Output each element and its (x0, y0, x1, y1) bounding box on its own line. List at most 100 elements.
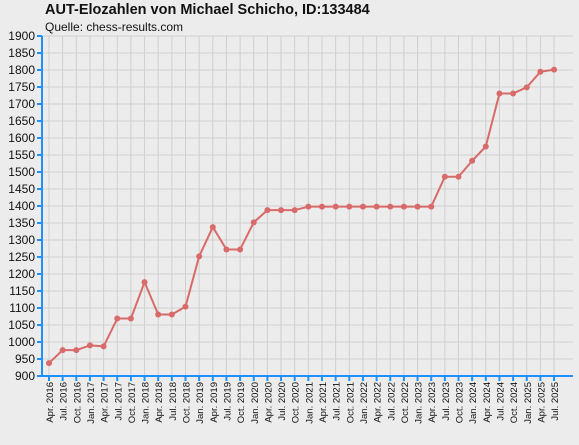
x-tick-label: Oct. 2017 (127, 382, 138, 423)
data-point (510, 90, 517, 97)
x-tick-label: Apr. 2022 (373, 382, 384, 423)
data-point (264, 207, 271, 214)
data-point (387, 203, 394, 210)
data-point (414, 203, 421, 210)
x-tick-label: Apr. 2025 (536, 382, 547, 423)
data-point (469, 157, 476, 164)
data-point (523, 84, 530, 91)
x-tick-label: Jan. 2020 (250, 382, 261, 424)
data-point (223, 246, 230, 253)
x-tick-label: Jul. 2016 (59, 382, 70, 421)
series-line (48, 68, 555, 364)
y-tick-label: 900 (15, 369, 35, 383)
x-tick-label: Jul. 2022 (386, 382, 397, 421)
x-tick-label: Jul. 2021 (332, 382, 343, 421)
data-point (237, 246, 244, 253)
y-tick-label: 1800 (8, 63, 35, 77)
data-point (182, 303, 189, 310)
data-point (400, 203, 407, 210)
data-point (127, 315, 134, 322)
data-point (100, 343, 107, 350)
x-tick-label: Jan. 2021 (304, 382, 315, 424)
x-tick-label: Jul. 2019 (222, 382, 233, 421)
y-tick-label: 1100 (9, 301, 35, 315)
x-tick-label: Jan. 2024 (468, 382, 479, 424)
y-axis-ticks: 900 950 1000 1050 1100 1150 1200 1250 1300 1350 14… (8, 29, 42, 383)
grid-lines (42, 35, 573, 377)
data-point (455, 173, 462, 180)
x-tick-label: Jul. 2018 (168, 382, 179, 421)
data-point (441, 173, 448, 180)
x-tick-label: Jul. 2023 (441, 382, 452, 421)
chart-subtitle: Quelle: chess-results.com (45, 20, 184, 34)
x-tick-label: Apr. 2024 (482, 382, 493, 423)
x-tick-label: Jan. 2022 (359, 382, 370, 424)
y-tick-label: 1750 (8, 80, 35, 94)
x-tick-label: Oct. 2016 (72, 382, 83, 423)
y-tick-label: 1450 (8, 182, 35, 196)
y-tick-label: 1900 (8, 29, 35, 43)
y-tick-label: 950 (15, 352, 35, 366)
x-tick-label: Apr. 2020 (263, 382, 274, 423)
x-tick-label: Apr. 2018 (154, 382, 165, 423)
data-point (86, 342, 93, 349)
x-tick-label: Jul. 2024 (495, 382, 506, 421)
y-tick-label: 1400 (8, 199, 35, 213)
y-tick-label: 1000 (8, 335, 35, 349)
data-point (305, 203, 312, 210)
y-tick-label: 1350 (8, 216, 35, 230)
data-point (332, 203, 339, 210)
x-tick-label: Oct. 2018 (182, 382, 193, 423)
y-tick-label: 1050 (8, 318, 35, 332)
x-tick-label: Jan. 2025 (523, 382, 534, 424)
x-tick-label: Jul. 2017 (113, 382, 124, 421)
data-point (46, 360, 52, 367)
data-point (209, 224, 216, 231)
data-point (346, 203, 353, 210)
data-point (373, 203, 380, 210)
x-tick-label: Oct. 2019 (236, 382, 247, 423)
y-tick-label: 1650 (8, 114, 35, 128)
x-tick-label: Jul. 2020 (277, 382, 288, 421)
x-tick-label: Apr. 2017 (100, 382, 111, 423)
x-tick-label: Jan. 2018 (141, 382, 152, 424)
data-point (155, 311, 162, 318)
data-point (168, 311, 175, 318)
data-point (59, 347, 66, 354)
x-axis-ticks: Apr. 2016 Jul. 2016 Oct. 2016 Jan. 2017 Apr.… (45, 376, 561, 424)
data-point (291, 207, 298, 214)
x-tick-label: Oct. 2021 (345, 382, 356, 423)
x-tick-label: Jan. 2019 (195, 382, 206, 424)
data-point (73, 347, 80, 354)
data-point (250, 219, 257, 226)
y-tick-label: 1550 (8, 148, 35, 162)
y-tick-label: 1250 (8, 250, 35, 264)
x-tick-label: Apr. 2019 (209, 382, 220, 423)
data-point (482, 143, 489, 150)
chart-title: AUT-Elozahlen von Michael Schicho, ID:13… (45, 2, 370, 18)
y-tick-label: 1700 (8, 97, 35, 111)
x-tick-label: Apr. 2021 (318, 382, 329, 423)
y-tick-label: 1500 (8, 165, 35, 179)
y-tick-label: 1200 (8, 267, 35, 281)
x-tick-label: Apr. 2016 (45, 382, 56, 423)
y-tick-label: 1600 (8, 131, 35, 145)
data-point (551, 66, 558, 73)
y-tick-label: 1850 (8, 46, 35, 60)
data-point (359, 203, 366, 210)
series-layer (46, 66, 558, 367)
data-point (141, 279, 148, 286)
y-tick-label: 1150 (9, 284, 35, 298)
x-tick-label: Jan. 2017 (86, 382, 97, 424)
data-point (537, 68, 544, 75)
data-point (496, 90, 503, 97)
data-point (114, 315, 121, 322)
x-tick-label: Oct. 2023 (455, 382, 466, 423)
data-point (319, 203, 325, 210)
x-tick-label: Oct. 2024 (509, 382, 520, 423)
data-point (428, 203, 435, 210)
x-tick-label: Jul. 2025 (550, 382, 561, 421)
x-tick-label: Oct. 2020 (291, 382, 302, 423)
x-tick-label: Apr. 2023 (427, 382, 438, 423)
